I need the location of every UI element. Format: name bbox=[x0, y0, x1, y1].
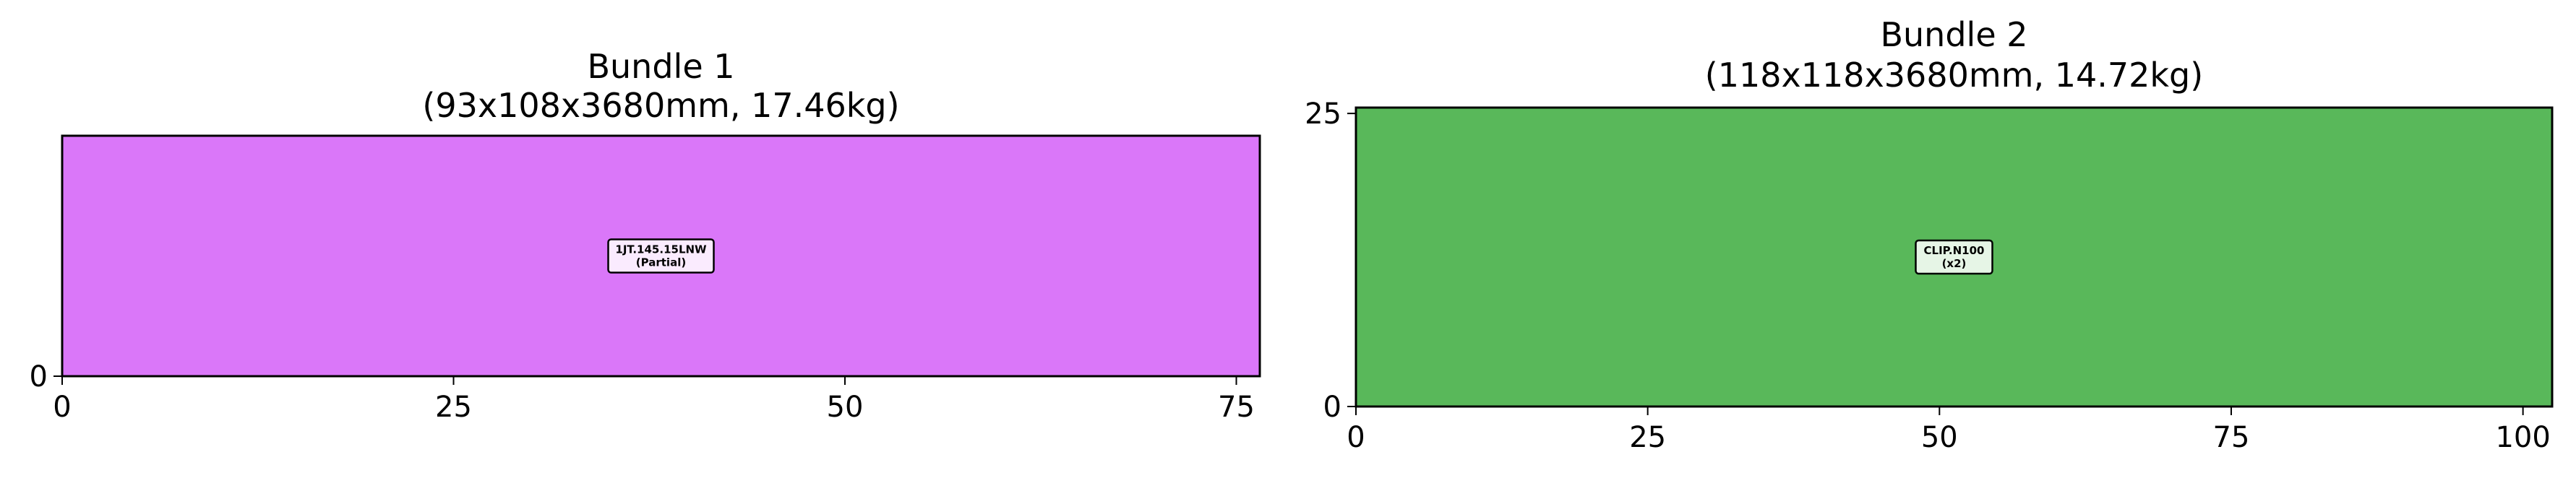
x-tick-label: 0 bbox=[1347, 421, 1365, 454]
item-label: 1JT.145.15LNW bbox=[615, 243, 707, 256]
x-tick-label: 25 bbox=[435, 391, 472, 424]
chart-title: Bundle 2 bbox=[1880, 15, 2027, 54]
y-tick-label: 0 bbox=[30, 360, 48, 394]
chart-subtitle: (118x118x3680mm, 14.72kg) bbox=[1705, 56, 2203, 95]
chart-title: Bundle 1 bbox=[587, 47, 734, 86]
item-quantity-label: (x2) bbox=[1942, 257, 1967, 270]
chart-subtitle: (93x108x3680mm, 17.46kg) bbox=[422, 86, 899, 125]
x-tick-label: 0 bbox=[53, 391, 71, 424]
y-tick-label: 0 bbox=[1323, 391, 1341, 424]
x-tick-label: 75 bbox=[2213, 421, 2250, 454]
item-label: CLIP.N100 bbox=[1924, 244, 1985, 257]
item-label-box bbox=[607, 238, 715, 274]
x-tick-label: 50 bbox=[1921, 421, 1958, 454]
x-tick-label: 75 bbox=[1218, 391, 1255, 424]
chart-1: Bundle 1(93x108x3680mm, 17.46kg) 1JT.145.… bbox=[30, 47, 1261, 424]
item-quantity-label: (Partial) bbox=[636, 256, 686, 269]
y-tick-label: 25 bbox=[1305, 97, 1341, 131]
x-tick-label: 100 bbox=[2495, 421, 2550, 454]
chart-2: Bundle 2(118x118x3680mm, 14.72kg) CLIP.N1… bbox=[1305, 15, 2554, 454]
x-tick-label: 25 bbox=[1629, 421, 1666, 454]
item-label-box bbox=[1915, 239, 1993, 275]
x-tick-label: 50 bbox=[827, 391, 864, 424]
